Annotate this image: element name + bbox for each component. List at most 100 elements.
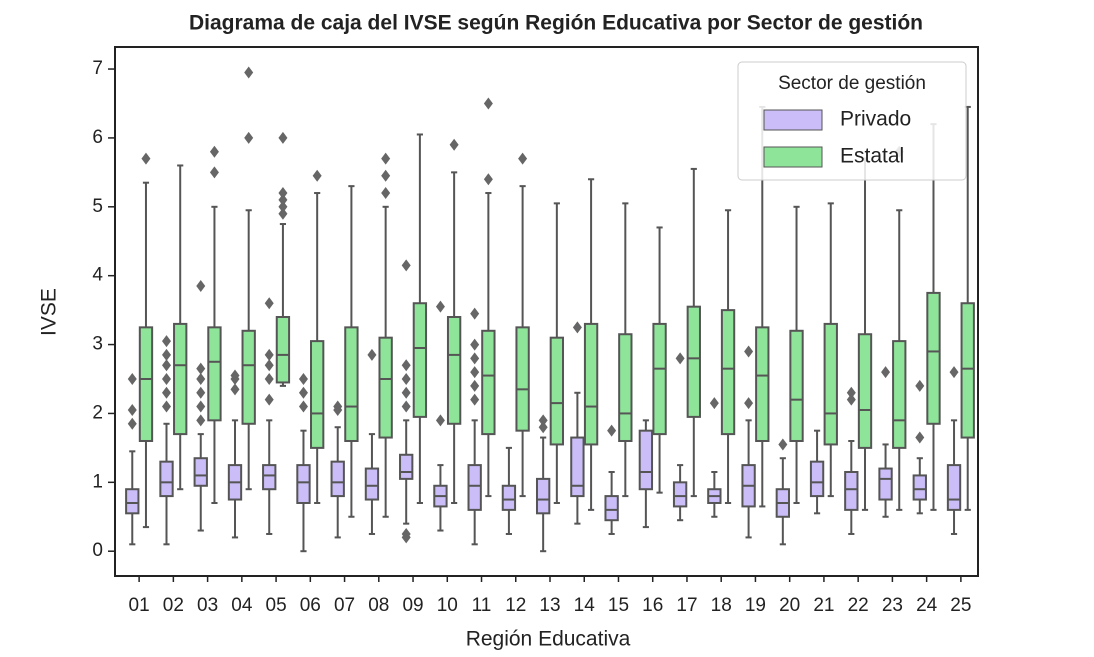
outlier <box>778 438 788 451</box>
x-axis-label: Región Educativa <box>466 628 631 651</box>
outlier <box>367 348 377 361</box>
box <box>638 429 654 491</box>
x-tick-label: 11 <box>472 595 492 616</box>
outlier <box>244 66 254 79</box>
box <box>275 316 291 384</box>
x-tick-label: 13 <box>539 595 560 616</box>
outlier <box>744 397 754 410</box>
x-tick-label: 04 <box>231 595 253 616</box>
outlier <box>244 131 254 144</box>
outlier <box>333 400 343 413</box>
box <box>262 464 277 491</box>
outlier <box>381 169 391 182</box>
outlier <box>381 187 391 200</box>
x-tick-label: 25 <box>950 595 971 616</box>
x-tick-label: 08 <box>368 595 389 616</box>
outlier <box>607 424 617 437</box>
box <box>241 329 256 425</box>
outlier <box>127 403 137 416</box>
outlier <box>278 207 288 220</box>
outlier <box>264 359 274 372</box>
y-tick-label: 0 <box>92 540 103 561</box>
outlier <box>264 373 274 386</box>
outlier <box>435 414 445 427</box>
box <box>912 474 927 501</box>
outlier <box>470 393 480 406</box>
box <box>535 477 551 515</box>
x-tick-label: 16 <box>642 595 663 616</box>
box <box>515 326 530 432</box>
box <box>652 322 667 436</box>
outlier <box>312 169 322 182</box>
box <box>878 467 893 501</box>
box <box>138 326 154 442</box>
box <box>330 460 345 498</box>
outlier <box>196 373 206 386</box>
box <box>412 302 428 418</box>
outlier <box>401 373 411 386</box>
box <box>549 336 565 446</box>
outlier <box>162 335 172 348</box>
box <box>672 481 688 508</box>
outlier <box>196 400 206 413</box>
x-tick-label: 09 <box>402 595 423 616</box>
outlier <box>483 173 493 186</box>
outlier <box>196 414 206 427</box>
outlier <box>278 131 288 144</box>
outlier <box>162 373 172 386</box>
outlier <box>401 259 411 272</box>
outlier <box>470 352 480 365</box>
legend-title: Sector de gestión <box>778 73 926 94</box>
outlier <box>230 369 240 382</box>
outlier <box>401 386 411 399</box>
outlier <box>298 400 308 413</box>
legend-label: Privado <box>840 108 911 131</box>
outlier <box>846 393 856 406</box>
outlier <box>538 421 548 434</box>
outlier <box>264 348 274 361</box>
box <box>446 316 462 425</box>
box <box>173 322 188 436</box>
outlier <box>298 386 308 399</box>
y-tick-label: 3 <box>92 334 103 355</box>
x-tick-label: 12 <box>505 595 526 616</box>
box <box>344 326 359 442</box>
outlier <box>162 400 172 413</box>
box <box>823 322 838 446</box>
x-tick-label: 22 <box>848 595 869 616</box>
box <box>720 309 736 436</box>
outlier <box>470 338 480 351</box>
outlier <box>209 145 219 158</box>
x-tick-label: 01 <box>129 595 150 616</box>
box <box>364 467 380 501</box>
x-tick-label: 06 <box>300 595 321 616</box>
box <box>570 436 585 498</box>
box <box>399 453 414 480</box>
outlier <box>846 386 856 399</box>
x-tick-label: 19 <box>745 595 766 616</box>
outlier <box>264 393 274 406</box>
x-tick-label: 03 <box>197 595 218 616</box>
outlier <box>470 307 480 320</box>
outlier <box>744 345 754 358</box>
box <box>296 464 311 504</box>
outlier <box>435 300 445 313</box>
outlier <box>209 166 219 179</box>
outlier <box>196 362 206 375</box>
box <box>755 326 770 442</box>
outlier <box>127 417 137 430</box>
outlier <box>196 386 206 399</box>
outlier <box>470 366 480 379</box>
box <box>604 495 619 522</box>
box <box>378 336 393 439</box>
legend-swatch <box>763 146 823 168</box>
y-tick-label: 2 <box>92 402 103 423</box>
outlier <box>675 352 685 365</box>
outlier <box>949 366 959 379</box>
legend-swatch <box>763 109 823 131</box>
x-tick-label: 14 <box>574 595 596 616</box>
box <box>844 470 859 511</box>
box <box>686 305 701 418</box>
outlier <box>449 138 459 151</box>
